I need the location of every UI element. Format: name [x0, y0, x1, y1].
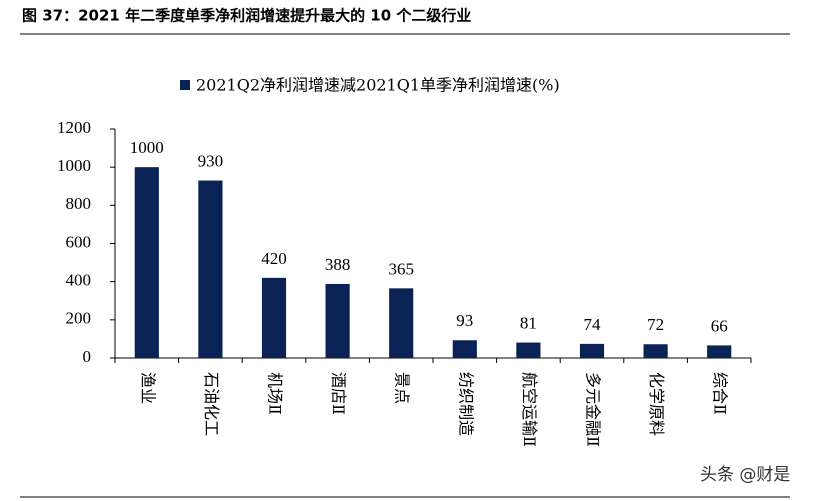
y-tick-label: 1200 — [57, 118, 91, 137]
x-tick-label: 多元金融Ⅱ — [584, 372, 603, 447]
x-tick-label: 景点 — [393, 372, 412, 404]
bar — [134, 167, 159, 358]
value-label: 1000 — [130, 138, 164, 157]
bar — [643, 344, 668, 358]
bar — [198, 180, 223, 358]
y-tick-label: 0 — [83, 347, 92, 366]
value-label: 388 — [325, 255, 351, 274]
x-tick-label: 石油化工 — [202, 372, 221, 436]
bar — [707, 345, 732, 358]
x-tick-label: 酒店Ⅱ — [329, 372, 348, 415]
value-label: 930 — [198, 151, 224, 170]
chart-title: 图 37：2021 年二季度单季净利润增速提升最大的 10 个二级行业 — [22, 7, 471, 25]
bar — [325, 283, 350, 358]
x-tick-label: 纺织制造 — [456, 372, 475, 436]
bar — [579, 343, 605, 358]
value-label: 81 — [520, 313, 537, 332]
legend-label: 2021Q2净利润增速减2021Q1单季净利润增速(%) — [196, 76, 560, 95]
value-label: 420 — [261, 249, 287, 268]
y-tick-label: 200 — [66, 309, 92, 328]
x-tick-label: 综合Ⅱ — [711, 372, 730, 415]
value-label: 93 — [456, 311, 473, 330]
y-tick-label: 1000 — [57, 156, 91, 175]
x-tick-label: 化学原料 — [647, 372, 666, 436]
value-label: 66 — [711, 316, 728, 335]
legend-swatch — [180, 80, 190, 90]
x-tick-label: 航空运输Ⅱ — [520, 372, 539, 447]
bar — [452, 340, 477, 358]
y-tick-label: 400 — [66, 271, 92, 290]
watermark: 头条 @财是 — [700, 465, 790, 485]
x-tick-label: 机场Ⅱ — [266, 372, 285, 415]
x-tick-label: 渔业 — [138, 372, 157, 404]
value-label: 365 — [388, 259, 414, 278]
bar — [516, 342, 541, 358]
value-label: 74 — [584, 315, 602, 334]
bar — [261, 277, 287, 358]
y-tick-label: 800 — [66, 194, 92, 213]
bar — [389, 288, 414, 358]
y-tick-label: 600 — [66, 232, 92, 251]
value-label: 72 — [647, 315, 664, 334]
